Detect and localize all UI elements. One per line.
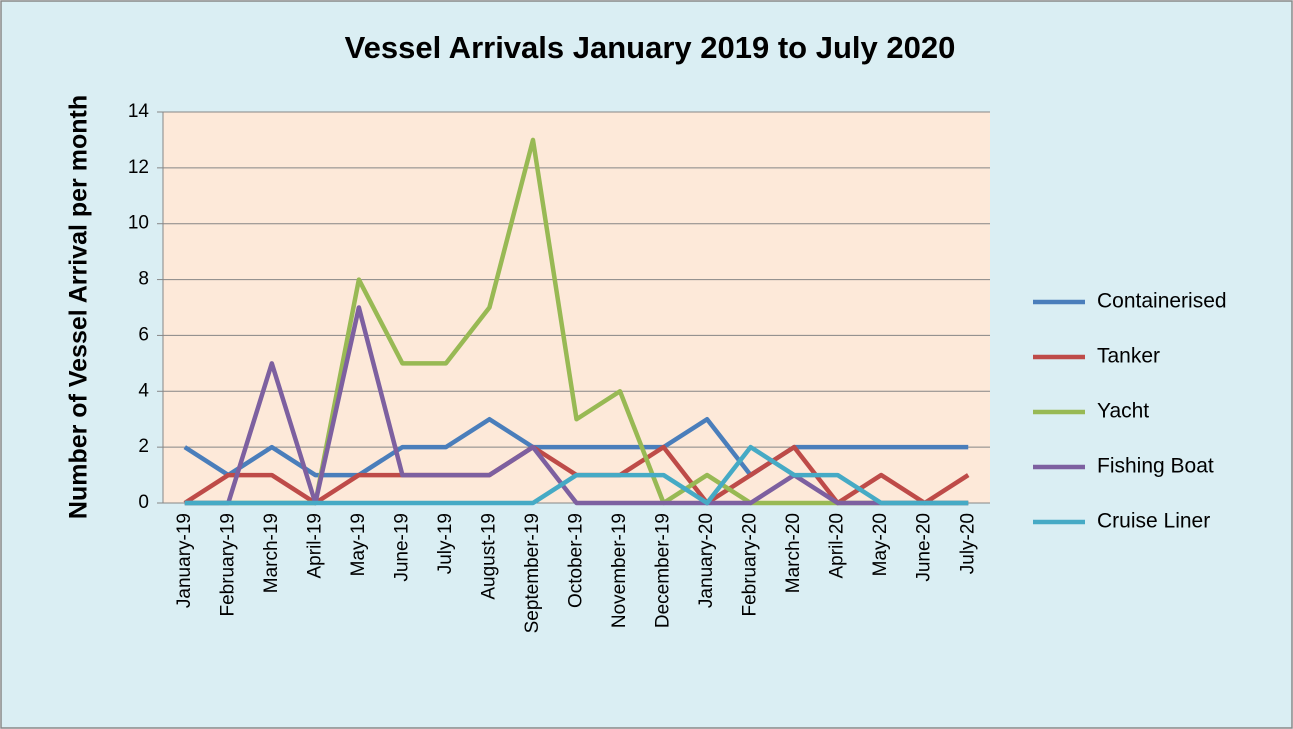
y-tick-label: 0 — [138, 492, 149, 513]
x-tick-label: March-20 — [783, 513, 804, 593]
x-tick-label: November-19 — [609, 513, 630, 628]
x-tick-label: March-19 — [261, 513, 282, 593]
x-tick-label: July-19 — [435, 513, 456, 574]
x-tick-label: February-19 — [217, 513, 238, 617]
y-tick-label: 2 — [138, 436, 149, 457]
y-axis-label: Number of Vessel Arrival per month — [65, 95, 93, 519]
x-tick-label: January-19 — [174, 513, 195, 608]
x-tick-label: April-20 — [827, 513, 848, 578]
x-tick-label: December-19 — [653, 513, 674, 628]
series-line — [184, 444, 969, 506]
y-tick-label: 4 — [138, 380, 149, 401]
x-tick-label: June-20 — [914, 513, 935, 582]
legend-label: Fishing Boat — [1097, 455, 1214, 478]
y-tick-label: 8 — [138, 269, 149, 290]
y-tick-label: 14 — [128, 101, 150, 122]
series-line — [183, 416, 969, 478]
x-tick-label: October-19 — [566, 513, 587, 608]
x-tick-label: September-19 — [522, 513, 543, 633]
legend-label: Cruise Liner — [1097, 510, 1210, 533]
chart-title: Vessel Arrivals January 2019 to July 202… — [345, 30, 956, 65]
y-tick-label: 10 — [128, 213, 149, 234]
legend-label: Tanker — [1097, 345, 1160, 368]
x-tick-label: August-19 — [478, 513, 499, 600]
x-tick-label: July-20 — [957, 513, 978, 574]
plot-area — [163, 112, 990, 503]
legend-label: Yacht — [1097, 400, 1149, 423]
y-tick-label: 12 — [128, 157, 149, 178]
x-tick-label: June-19 — [391, 513, 412, 582]
x-tick-label: May-20 — [870, 513, 891, 576]
x-tick-label: February-20 — [740, 513, 761, 617]
legend-label: Containerised — [1097, 290, 1227, 313]
x-tick-label: January-20 — [696, 513, 717, 608]
x-tick-label: May-19 — [348, 513, 369, 576]
y-tick-label: 6 — [138, 324, 149, 345]
x-tick-label: April-19 — [304, 513, 325, 578]
